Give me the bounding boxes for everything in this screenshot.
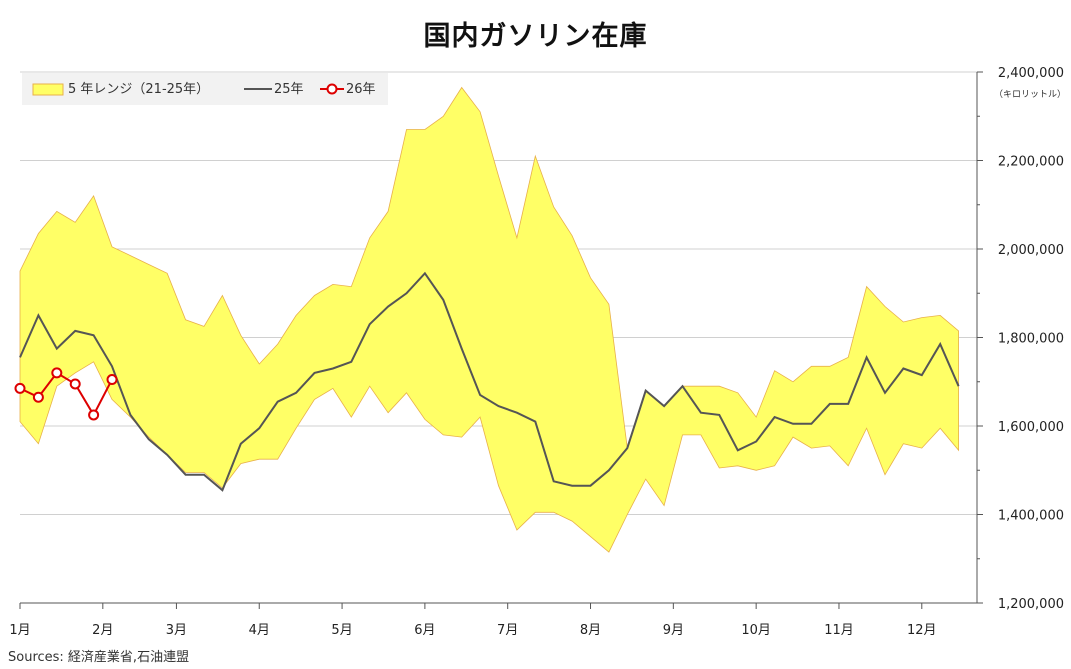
y-axis-unit: （キロリットル） — [994, 89, 1066, 100]
point-26 — [69, 378, 81, 390]
range-band-layer — [19, 86, 959, 553]
x-tick-label: 9月 — [663, 623, 684, 638]
point-26 — [32, 391, 44, 403]
y-tick-label: 2,000,000 — [998, 243, 1064, 258]
x-tick-label: 5月 — [331, 623, 352, 638]
legend: 5 年レンジ（21-25年） 25年 26年 — [22, 73, 388, 105]
point-26 — [14, 382, 26, 394]
chart-title: 国内ガソリン在庫 — [423, 21, 648, 52]
legend-marker-26 — [326, 83, 338, 95]
legend-label-26: 26年 — [346, 82, 376, 97]
y-tick-label: 1,600,000 — [998, 420, 1064, 435]
x-tick-label: 4月 — [249, 623, 270, 638]
legend-swatch-range — [32, 83, 64, 96]
y-tick-label: 1,800,000 — [998, 332, 1064, 347]
x-tick-label: 7月 — [497, 623, 518, 638]
x-tick-label: 12月 — [907, 623, 937, 638]
series-line-25 — [19, 271, 960, 492]
x-tick-label: 10月 — [741, 623, 771, 638]
legend-label-range: 5 年レンジ（21-25年） — [68, 82, 209, 97]
x-tick-label: 1月 — [9, 623, 30, 638]
y-tick-label: 1,200,000 — [998, 597, 1064, 612]
x-tick-label: 3月 — [166, 623, 187, 638]
series-lines-layer — [14, 271, 960, 492]
point-26 — [88, 409, 100, 421]
x-tick-label: 2月 — [92, 623, 113, 638]
x-tick-label: 11月 — [824, 623, 854, 638]
point-26 — [106, 374, 118, 386]
point-26 — [51, 367, 63, 379]
y-tick-label: 2,400,000 — [998, 66, 1064, 81]
source-note: Sources: 経済産業省,石油連盟 — [8, 650, 190, 665]
x-tick-label: 8月 — [580, 623, 601, 638]
x-tick-label: 6月 — [414, 623, 435, 638]
y-tick-label: 2,200,000 — [998, 155, 1064, 170]
legend-label-25: 25年 — [274, 82, 304, 97]
range-band — [19, 86, 959, 553]
axes: 1,200,000 1,400,000 1,600,000 1,800,000 2,00… — [9, 66, 1064, 638]
y-tick-label: 1,400,000 — [998, 509, 1064, 524]
